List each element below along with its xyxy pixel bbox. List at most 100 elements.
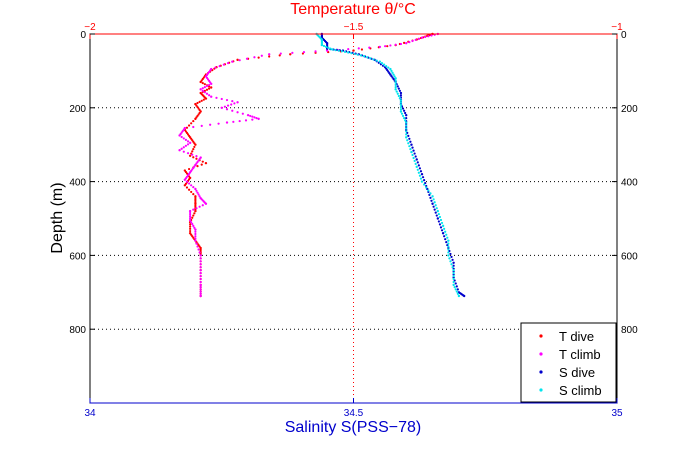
data-point — [199, 88, 202, 91]
data-point-interp — [451, 266, 454, 269]
data-point-interp — [195, 155, 198, 158]
data-point — [246, 113, 250, 117]
data-point-interp — [199, 260, 202, 263]
data-point — [457, 294, 461, 298]
data-point-interp — [408, 41, 411, 44]
data-point-interp — [198, 251, 201, 254]
data-point — [204, 161, 208, 165]
data-point-interp — [205, 88, 209, 91]
data-point — [452, 268, 455, 272]
data-point-interp — [368, 46, 371, 49]
data-point-interp — [253, 56, 256, 59]
data-point-interp — [198, 100, 201, 103]
data-point-interp — [199, 266, 202, 269]
data-point — [183, 184, 187, 187]
data-point-interp — [418, 167, 422, 170]
data-point — [436, 217, 440, 220]
data-point — [194, 143, 197, 146]
data-point-interp — [369, 57, 372, 60]
data-point-interp — [189, 229, 192, 233]
data-point-interp — [185, 186, 189, 189]
data-point-interp — [411, 39, 414, 43]
data-point-interp — [205, 84, 209, 88]
data-point-interp — [413, 159, 416, 163]
data-point — [447, 239, 450, 242]
data-point-interp — [196, 191, 199, 194]
data-point-interp — [201, 81, 204, 85]
data-point — [199, 268, 202, 272]
data-point-interp — [449, 252, 452, 256]
data-point-interp — [411, 153, 414, 157]
data-point-interp — [446, 236, 449, 239]
data-point-interp — [404, 111, 407, 115]
data-point-interp — [191, 150, 194, 153]
legend: T dive T climb S dive S climb — [520, 322, 617, 403]
data-point-interp — [334, 48, 337, 52]
data-point-interp — [394, 43, 397, 46]
data-point — [225, 121, 229, 124]
data-point — [378, 45, 382, 49]
data-point — [236, 101, 239, 104]
data-point — [194, 239, 197, 242]
data-point-interp — [302, 50, 306, 54]
data-point — [210, 86, 213, 89]
data-point-interp — [454, 282, 457, 285]
data-point-interp — [260, 54, 263, 57]
data-point-interp — [366, 56, 369, 59]
data-point-interp — [427, 189, 430, 192]
data-point-interp — [395, 90, 398, 93]
data-point-interp — [407, 134, 410, 137]
series-layer — [178, 32, 466, 298]
top-axis-label: Temperature θ/°C — [290, 1, 416, 18]
data-point — [289, 53, 292, 56]
legend-label: T dive — [559, 329, 594, 344]
data-point — [462, 294, 466, 298]
data-point-interp — [432, 198, 435, 201]
data-point-interp — [402, 109, 406, 112]
data-point-interp — [185, 180, 189, 183]
axes: −2 −1.5 −1 34 34.5 35 0 0 200 200 400 400 600 600 800 8… — [69, 22, 638, 419]
data-point-interp — [440, 221, 444, 225]
legend-label: T climb — [559, 347, 601, 362]
data-point-interp — [392, 73, 395, 76]
data-point-interp — [357, 47, 360, 50]
data-point — [267, 53, 271, 56]
data-point — [378, 60, 382, 63]
data-point-interp — [389, 44, 392, 47]
data-point-interp — [190, 190, 193, 194]
data-point-interp — [401, 114, 405, 118]
data-point-interp — [196, 165, 199, 168]
data-point-interp — [314, 50, 317, 53]
data-point-interp — [220, 97, 223, 101]
data-point-interp — [194, 235, 197, 238]
data-point-interp — [193, 145, 196, 149]
data-point-interp — [192, 148, 195, 151]
data-point-interp — [199, 263, 202, 266]
data-point-interp — [329, 47, 332, 50]
data-point-interp — [396, 85, 399, 88]
data-point-interp — [419, 170, 423, 173]
data-point-interp — [199, 272, 202, 275]
legend-label: S dive — [559, 365, 595, 380]
data-point — [210, 95, 213, 98]
data-point — [447, 254, 450, 257]
data-point-interp — [452, 277, 455, 281]
data-point-interp — [186, 152, 190, 155]
data-point-interp — [390, 69, 393, 72]
data-point-interp — [397, 94, 400, 98]
data-point-interp — [245, 57, 249, 60]
data-point-interp — [327, 46, 330, 49]
data-point-interp — [187, 182, 191, 185]
data-point — [399, 91, 403, 95]
data-point-interp — [218, 65, 221, 68]
data-point — [210, 82, 213, 86]
y-axis-label: Depth (m) — [49, 182, 66, 253]
data-point-interp — [189, 215, 192, 218]
data-point-interp — [391, 71, 394, 74]
data-point-interp — [189, 225, 192, 228]
data-point-interp — [185, 126, 189, 129]
data-point-interp — [411, 146, 414, 149]
data-point-interp — [189, 223, 192, 226]
data-point-interp — [202, 98, 205, 101]
data-point-interp — [399, 94, 403, 97]
